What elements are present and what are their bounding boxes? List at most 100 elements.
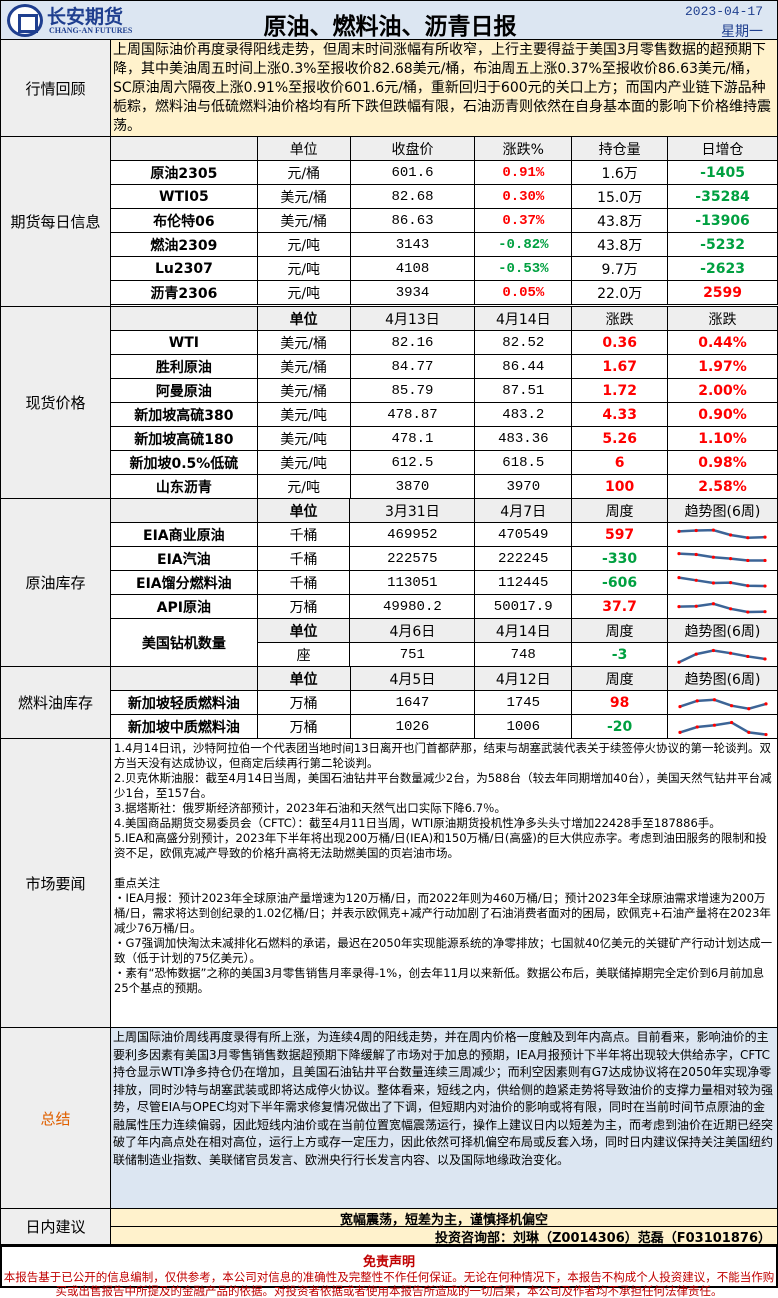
unit: 美元/桶 xyxy=(256,378,351,403)
table-row: EIA馏分燃料油 千桶 113051 112445 -606 xyxy=(110,570,778,595)
news-item: 5.IEA和高盛分别预计，2023年下半年将出现200万桶/日(IEA)和150… xyxy=(114,831,767,860)
trend-point xyxy=(677,704,682,708)
change: 0.36 xyxy=(571,330,669,355)
column-header: 单位 xyxy=(256,618,351,643)
review-text: 上周国际油价再度录得阳线走势，但周末时间涨幅有所收窄，上行主要得益于美国3月零售… xyxy=(110,39,778,137)
close-price: 3934 xyxy=(349,280,476,305)
trend-point xyxy=(712,555,716,559)
column-header: 4月5日 xyxy=(349,666,476,691)
trend-sparkline xyxy=(677,601,768,614)
trend-line xyxy=(679,528,766,539)
trend-point xyxy=(729,703,733,707)
change-pct: -0.53% xyxy=(474,256,573,281)
unit: 美元/桶 xyxy=(256,184,351,209)
trend-point xyxy=(712,648,716,652)
table-row: 布伦特06 美元/桶 86.63 0.37% 43.8万 -13906 xyxy=(110,208,778,233)
table-row: 新加坡中质燃料油 万桶 1026 1006 -20 xyxy=(110,714,778,739)
trend-point xyxy=(746,558,750,562)
column-header: 日增仓 xyxy=(667,136,778,161)
weekly-change: 37.7 xyxy=(571,594,668,619)
unit: 万桶 xyxy=(256,690,351,715)
trend-point xyxy=(746,654,750,658)
product-name: WTI xyxy=(110,330,258,355)
value-prev: 1647 xyxy=(349,690,476,715)
focus-title: 重点关注 xyxy=(114,876,160,890)
weekly-change: 98 xyxy=(571,690,668,715)
column-header: 持仓量 xyxy=(571,136,669,161)
unit: 元/吨 xyxy=(256,280,351,305)
weekly-change: -20 xyxy=(571,714,668,739)
unit: 千桶 xyxy=(256,522,351,547)
trend-point xyxy=(677,660,682,664)
trend-point xyxy=(677,604,682,608)
header-row: 单位 4月5日 4月12日 周度 趋势图(6周) xyxy=(110,666,778,691)
trend-point xyxy=(712,601,716,605)
inventory-name: EIA商业原油 xyxy=(110,522,258,547)
close-price: 82.68 xyxy=(349,184,476,209)
inventory-name: EIA馏分燃料油 xyxy=(110,570,258,595)
open-interest: 43.8万 xyxy=(571,232,669,257)
analysts: 投资咨询部：刘琳（Z0014306）范磊（F03101876） xyxy=(110,1226,778,1246)
contract-name: WTI05 xyxy=(110,184,258,209)
change-pct: 0.98% xyxy=(667,450,778,475)
crude-inventory-table: 单位 3月31日 4月7日 周度 趋势图(6周) EIA商业原油 千桶 469952 47054… xyxy=(110,498,778,667)
price-curr: 82.52 xyxy=(474,330,573,355)
trend-point xyxy=(746,730,750,734)
unit: 美元/桶 xyxy=(256,354,351,379)
trend-point xyxy=(695,552,699,556)
close-price: 4108 xyxy=(349,256,476,281)
table-row: 沥青2306 元/吨 3934 0.05% 22.0万 2599 xyxy=(110,280,778,305)
price-prev: 612.5 xyxy=(349,450,476,475)
unit: 万桶 xyxy=(256,594,351,619)
price-prev: 82.16 xyxy=(349,330,476,355)
fuel-inventory-table: 单位 4月5日 4月12日 周度 趋势图(6周) 新加坡轻质燃料油 万桶 1647 1745 98… xyxy=(110,666,778,739)
column-header: 涨跌 xyxy=(667,306,778,331)
table-row: 原油2305 元/桶 601.6 0.91% 1.6万 -1405 xyxy=(110,160,778,185)
summary-label: 总结 xyxy=(0,1027,111,1209)
trend-sparkline xyxy=(677,551,768,562)
price-curr: 483.2 xyxy=(474,402,573,427)
product-name: 阿曼原油 xyxy=(110,378,258,403)
trend-sparkline xyxy=(677,648,768,664)
change: 5.26 xyxy=(571,426,669,451)
price-prev: 3870 xyxy=(349,474,476,499)
summary-text: 上周国际油价周线再度录得有所上涨，为连续4周的阳线走势，并在周内价格一度触及到年… xyxy=(110,1027,778,1209)
disclaimer-text: 本报告基于已公开的信息编制，仅供参考，本公司对信息的准确性及完整性不作任何保证。… xyxy=(3,1270,775,1298)
change-pct: -0.82% xyxy=(474,232,573,257)
trend-line xyxy=(679,601,766,613)
change: 1.67 xyxy=(571,354,669,379)
product-name: 山东沥青 xyxy=(110,474,258,499)
price-prev: 85.79 xyxy=(349,378,476,403)
column-header xyxy=(110,306,258,331)
page-title: 原油、燃料油、沥青日报 xyxy=(263,14,517,40)
inventory-name: EIA汽油 xyxy=(110,546,258,571)
trend-point xyxy=(695,528,699,532)
unit: 千桶 xyxy=(256,546,351,571)
unit: 美元/桶 xyxy=(256,330,351,355)
value-curr: 112445 xyxy=(474,570,573,595)
change: 100 xyxy=(571,474,669,499)
trend-point xyxy=(763,558,768,562)
trend-point xyxy=(677,730,682,734)
column-header: 4月12日 xyxy=(474,666,573,691)
price-curr: 3970 xyxy=(474,474,573,499)
table-row: Lu2307 元/吨 4108 -0.53% 9.7万 -2623 xyxy=(110,256,778,281)
change-pct: 0.91% xyxy=(474,160,573,185)
price-curr: 86.44 xyxy=(474,354,573,379)
trend-sparkline xyxy=(677,575,768,588)
close-price: 601.6 xyxy=(349,160,476,185)
product-name: 新加坡0.5%低硫 xyxy=(110,450,258,475)
trend-chart xyxy=(667,714,778,739)
change-pct: 1.10% xyxy=(667,426,778,451)
trend-line xyxy=(679,697,766,710)
table-row: 胜利原油 美元/桶 84.77 86.44 1.67 1.97% xyxy=(110,354,778,379)
daily-oi-change: -5232 xyxy=(667,232,778,257)
table-row: 座 751 748 -3 xyxy=(111,642,778,667)
rig-header-row: 美国钻机数量 单位 4月6日 4月14日 周度 趋势图(6周) xyxy=(110,618,778,667)
trend-point xyxy=(763,701,768,705)
trend-point xyxy=(677,575,682,579)
unit: 美元/吨 xyxy=(256,426,351,451)
fuel-inventory-label: 燃料油库存 xyxy=(0,666,111,739)
value-prev: 49980.2 xyxy=(349,594,476,619)
report-weekday: 星期一 xyxy=(721,24,763,40)
